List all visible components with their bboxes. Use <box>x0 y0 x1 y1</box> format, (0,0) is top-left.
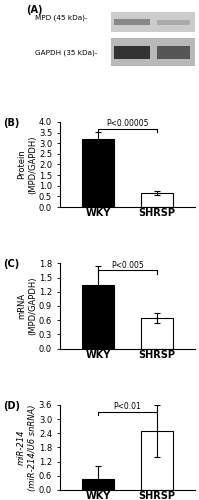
Y-axis label: mRNA
(MPD/GAPDH): mRNA (MPD/GAPDH) <box>17 276 37 335</box>
Bar <box>82 478 114 490</box>
Text: (B): (B) <box>3 118 19 128</box>
Text: GAPDH (35 kDa)-: GAPDH (35 kDa)- <box>35 50 98 56</box>
Bar <box>141 318 173 348</box>
Bar <box>114 46 150 58</box>
Bar <box>157 46 190 58</box>
Bar <box>114 18 150 25</box>
Y-axis label: miR-214
(miR-214/U6 snRNA): miR-214 (miR-214/U6 snRNA) <box>17 404 37 490</box>
Text: P<0.01: P<0.01 <box>113 402 141 411</box>
Text: (C): (C) <box>3 259 19 269</box>
Bar <box>111 38 195 66</box>
Text: (D): (D) <box>3 400 20 410</box>
Bar <box>157 20 190 25</box>
Bar <box>141 193 173 207</box>
Text: MPD (45 kDa)-: MPD (45 kDa)- <box>35 14 88 21</box>
Y-axis label: Protein
(MPD/GAPDH): Protein (MPD/GAPDH) <box>17 135 37 194</box>
Text: (A): (A) <box>26 4 42 15</box>
Bar <box>82 139 114 207</box>
Text: P<0.005: P<0.005 <box>111 261 144 270</box>
Bar <box>141 431 173 490</box>
Bar <box>82 284 114 348</box>
Text: P<0.00005: P<0.00005 <box>106 120 149 128</box>
Bar <box>111 12 195 32</box>
